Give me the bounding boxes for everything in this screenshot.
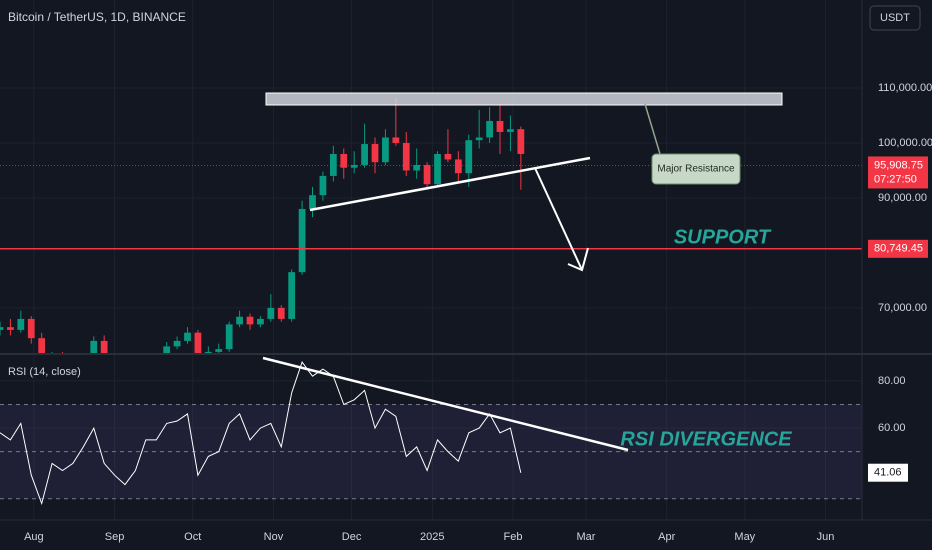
x-tick-label: Apr bbox=[658, 531, 675, 543]
callout-box bbox=[651, 153, 741, 185]
y-tick-label: 110,000.00 bbox=[878, 82, 932, 94]
candle-body bbox=[163, 346, 171, 353]
rsi-annotation: RSI DIVERGENCE bbox=[620, 428, 792, 450]
support-label-box bbox=[868, 239, 928, 258]
currency-label[interactable]: USDT bbox=[880, 12, 910, 24]
rsi-band-fill bbox=[0, 404, 862, 499]
candle-body bbox=[486, 120, 493, 138]
candle-body bbox=[475, 137, 483, 141]
x-tick-label: Feb bbox=[504, 531, 523, 543]
candle-body bbox=[350, 164, 358, 168]
candle-body bbox=[100, 340, 108, 353]
y-tick-label: 90,000.00 bbox=[878, 192, 927, 204]
candle-body bbox=[7, 327, 14, 330]
candle-body bbox=[215, 349, 223, 352]
candle-body bbox=[402, 142, 410, 171]
candle-body bbox=[496, 120, 504, 132]
candle-body bbox=[423, 164, 431, 185]
y-tick-label: 60.00 bbox=[878, 422, 906, 434]
countdown: 07:27:50 bbox=[874, 173, 917, 185]
y-tick-label: 100,000.00 bbox=[878, 137, 932, 149]
x-tick-label: Mar bbox=[576, 531, 595, 543]
candle-body bbox=[340, 153, 348, 168]
x-tick-label: Aug bbox=[24, 531, 44, 543]
candle-body bbox=[329, 153, 337, 176]
rsi-last-box bbox=[868, 463, 908, 482]
rsi-title: RSI (14, close) bbox=[8, 366, 81, 378]
x-tick-label: Nov bbox=[264, 531, 284, 543]
candle-body bbox=[319, 175, 327, 196]
candle-body bbox=[173, 340, 181, 347]
candle-body bbox=[204, 351, 212, 353]
candle-body bbox=[90, 340, 98, 353]
candle-body bbox=[17, 318, 25, 330]
candle-body bbox=[507, 129, 514, 132]
candle-body bbox=[392, 137, 400, 143]
candle-body bbox=[371, 144, 379, 163]
trend-line bbox=[309, 156, 591, 212]
candle-body bbox=[267, 307, 275, 319]
labels: 110,000.00 100,000.00 90,000.00 70,000.00 Au… bbox=[24, 82, 932, 543]
candle-body bbox=[184, 332, 191, 341]
candle-body bbox=[27, 318, 35, 339]
candle-body bbox=[236, 316, 243, 325]
candle-body bbox=[434, 153, 441, 185]
support-label: 80,749.45 bbox=[874, 243, 923, 255]
arrow bbox=[534, 167, 583, 271]
x-tick-label: 2025 bbox=[420, 531, 444, 543]
candle-body bbox=[444, 153, 452, 160]
x-tick-label: Sep bbox=[105, 531, 125, 543]
support-annotation: SUPPORT bbox=[674, 226, 772, 248]
chart-title: Bitcoin / TetherUS, 1D, BINANCE bbox=[8, 10, 186, 24]
candle-body bbox=[382, 137, 389, 163]
callout-pointer bbox=[644, 103, 661, 155]
grid bbox=[0, 0, 862, 520]
last-price-box bbox=[868, 156, 928, 189]
y-tick-label: 80.00 bbox=[878, 375, 906, 387]
x-tick-label: Oct bbox=[184, 531, 201, 543]
resistance-zone bbox=[265, 92, 783, 106]
candle-body bbox=[0, 327, 4, 330]
x-tick-label: May bbox=[734, 531, 755, 543]
candle-body bbox=[194, 332, 202, 353]
rsi-last-label: 41.06 bbox=[874, 467, 902, 479]
currency-button[interactable] bbox=[869, 5, 921, 31]
marks bbox=[0, 97, 862, 506]
arrow-head bbox=[567, 247, 589, 272]
last-price-label: 95,908.75 bbox=[874, 159, 923, 171]
candle-body bbox=[454, 159, 462, 174]
candles bbox=[0, 97, 525, 353]
rsi-band bbox=[0, 404, 862, 500]
candle-body bbox=[309, 195, 316, 209]
candle-body bbox=[288, 272, 296, 319]
candle-body bbox=[465, 140, 473, 174]
candle-body bbox=[517, 129, 525, 154]
x-tick-label: Jun bbox=[817, 531, 835, 543]
rsi-line bbox=[0, 361, 522, 506]
candle-body bbox=[38, 338, 46, 353]
candle-body bbox=[413, 164, 421, 171]
candle-body bbox=[298, 208, 306, 273]
candle-body bbox=[277, 307, 285, 319]
candle-body bbox=[257, 318, 264, 325]
x-tick-label: Dec bbox=[342, 531, 362, 543]
candle-body bbox=[361, 144, 368, 165]
callout-text: Major Resistance bbox=[657, 164, 735, 175]
candle-body bbox=[225, 324, 233, 350]
y-tick-label: 70,000.00 bbox=[878, 302, 927, 314]
rsi-trend-line bbox=[262, 356, 629, 452]
candle-body bbox=[246, 316, 254, 325]
